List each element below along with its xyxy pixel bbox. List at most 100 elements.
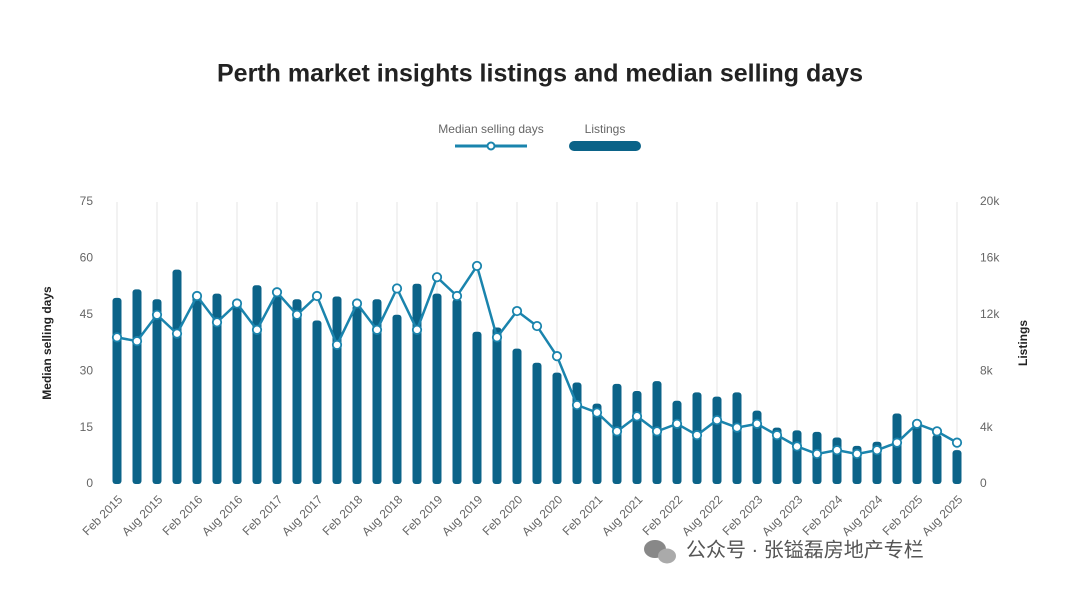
point [531, 320, 543, 332]
chart-title: Perth market insights listings and media… [217, 60, 863, 88]
point [771, 430, 783, 441]
x-tick-label: Aug 2020 [519, 492, 565, 538]
x-tick-label: Feb 2024 [800, 492, 846, 538]
y-tick-label: 15 [80, 420, 94, 434]
bar [392, 314, 402, 484]
legend-label: Median selling days [438, 122, 543, 136]
bar [232, 299, 242, 484]
point [551, 351, 563, 362]
bar [352, 304, 362, 484]
x-tick-label: Aug 2023 [759, 492, 805, 538]
point [271, 287, 283, 298]
watermark: 公众号 · 张镒磊房地产专栏 [686, 538, 924, 561]
x-tick-label: Aug 2018 [359, 492, 405, 538]
point [911, 418, 923, 429]
y2-tick-label: 8k [980, 363, 994, 377]
bar [312, 320, 322, 484]
x-tick-label: Feb 2022 [640, 492, 686, 538]
point [731, 422, 743, 433]
x-tick-label: Feb 2025 [880, 492, 926, 538]
point [411, 324, 423, 335]
x-tick-label: Feb 2019 [400, 492, 446, 538]
bar [672, 400, 682, 484]
bar [192, 292, 202, 484]
y-tick-label: 0 [86, 476, 93, 490]
point [931, 426, 943, 437]
bar [752, 410, 762, 484]
y2-tick-label: 0 [980, 476, 987, 490]
point [291, 309, 303, 320]
bar [492, 327, 502, 484]
point [211, 317, 223, 328]
y2-axis-title: Listings [1016, 320, 1030, 366]
x-tick-label: Aug 2024 [839, 492, 885, 538]
x-tick-label: Feb 2017 [240, 492, 286, 538]
y2-tick-label: 4k [980, 420, 994, 434]
bar [452, 299, 462, 484]
bar [252, 285, 262, 484]
x-tick-label: Feb 2016 [160, 492, 206, 538]
bar [772, 427, 782, 484]
point [491, 332, 503, 343]
point [611, 426, 623, 437]
point [711, 414, 723, 426]
x-tick-label: Feb 2018 [320, 492, 366, 538]
point [311, 290, 323, 302]
point [671, 418, 683, 429]
bar [152, 299, 162, 484]
point [691, 430, 703, 441]
bar [732, 392, 742, 484]
bar [332, 296, 342, 484]
bar [132, 289, 142, 484]
point [811, 448, 823, 460]
point [451, 290, 463, 302]
y2-tick-label: 12k [980, 307, 1000, 321]
x-tick-label: Feb 2015 [80, 492, 126, 538]
bar [212, 293, 222, 484]
bar [512, 348, 522, 484]
bar [832, 437, 842, 484]
point [791, 441, 803, 452]
x-tick-label: Aug 2025 [919, 492, 965, 538]
y-tick-label: 60 [80, 251, 94, 265]
y2-tick-label: 16k [980, 251, 1000, 265]
point [431, 272, 443, 283]
point [111, 332, 123, 343]
y2-tick-label: 20k [980, 194, 1000, 208]
point [751, 418, 763, 429]
legend-symbol [486, 141, 496, 151]
x-tick-label: Aug 2017 [279, 492, 325, 538]
point [951, 437, 963, 448]
point [351, 298, 363, 309]
bar [592, 403, 602, 484]
bar [272, 296, 282, 484]
point [331, 339, 343, 350]
bar [912, 423, 922, 484]
point [171, 328, 183, 339]
bar [532, 362, 542, 484]
point [191, 290, 203, 302]
x-tick-label: Aug 2015 [119, 492, 165, 538]
bar [112, 297, 122, 484]
bar [792, 430, 802, 484]
bar [552, 372, 562, 484]
legend-symbol [569, 141, 641, 151]
point [391, 283, 403, 294]
bar [892, 413, 902, 484]
y-tick-label: 30 [80, 363, 94, 377]
point [231, 298, 243, 309]
legend-label: Listings [585, 122, 626, 136]
point [131, 336, 143, 347]
bar [432, 293, 442, 484]
bar [412, 283, 422, 484]
point [571, 399, 583, 411]
bar [472, 331, 482, 484]
bar [932, 434, 942, 484]
y-axis-title: Median selling days [40, 286, 54, 400]
point [151, 309, 163, 320]
bar [952, 450, 962, 484]
point [831, 445, 843, 456]
point [871, 445, 883, 456]
x-tick-label: Feb 2020 [480, 492, 526, 538]
